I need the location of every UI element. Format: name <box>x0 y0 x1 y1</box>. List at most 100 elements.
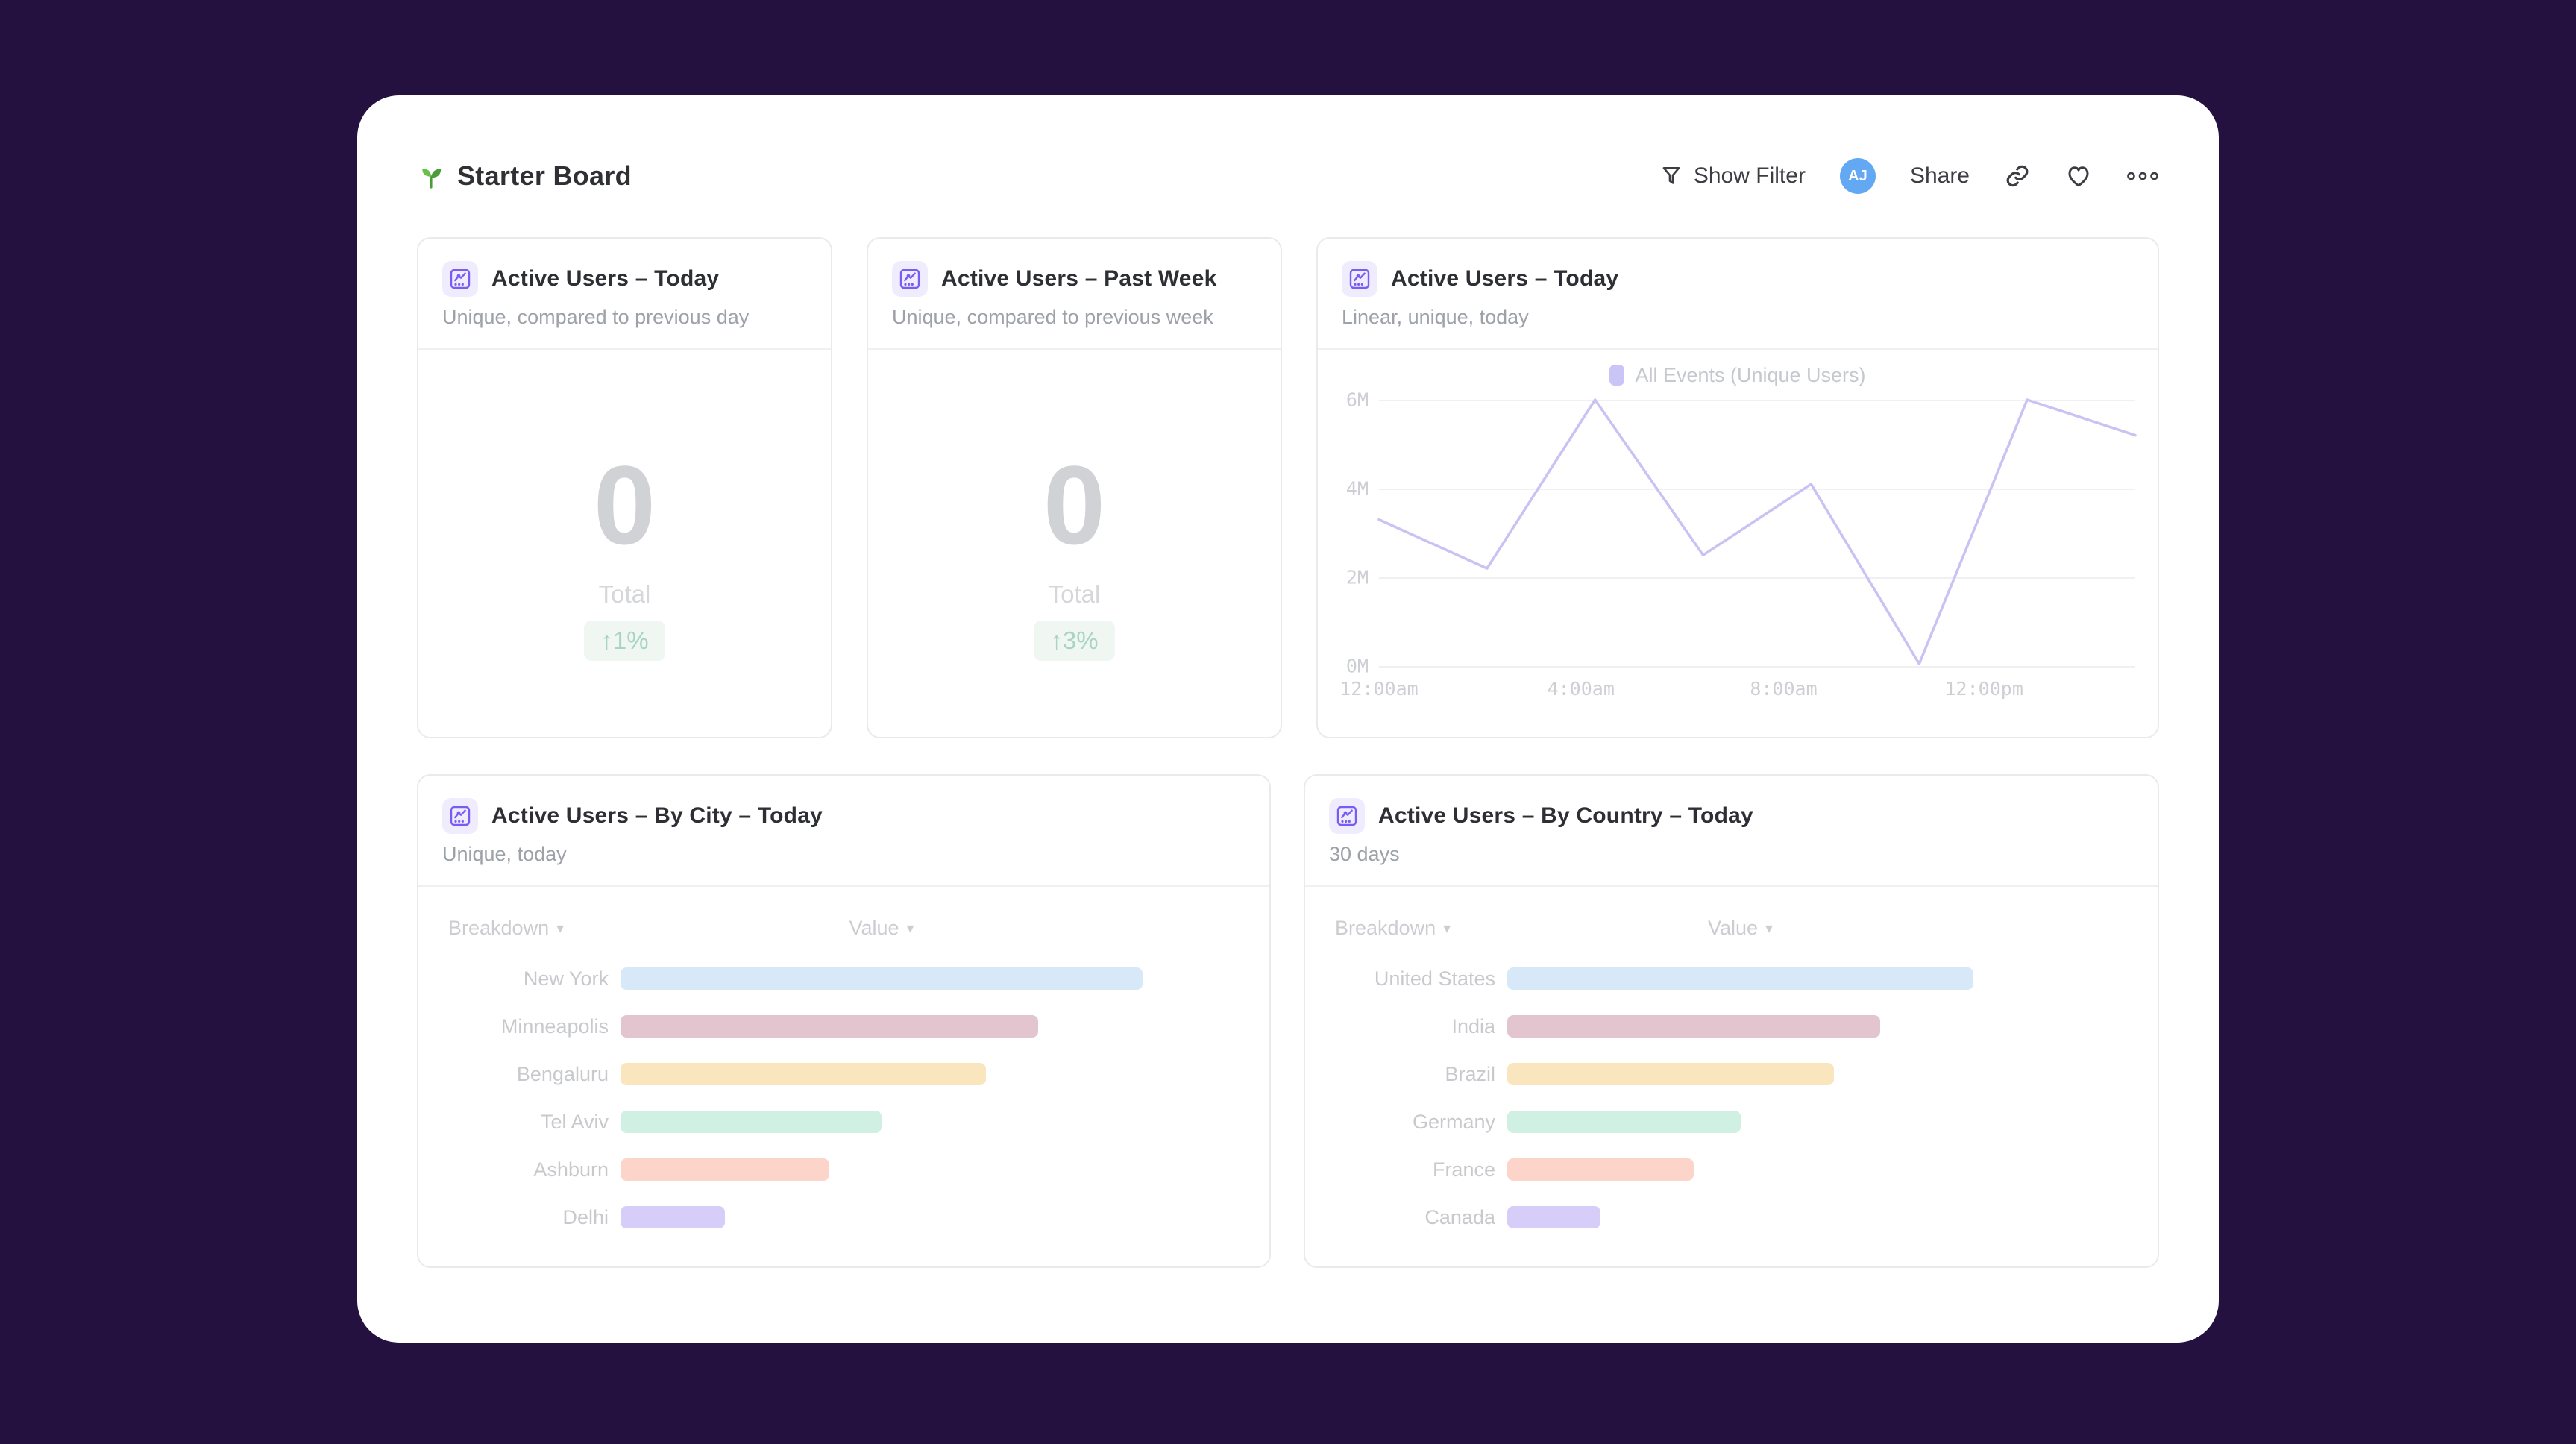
card-subtitle: Unique, compared to previous week <box>892 306 1213 328</box>
gridline <box>1379 400 2135 401</box>
favorite-button[interactable] <box>2065 163 2092 189</box>
x-axis: 12:00am 4:00am 8:00am 12:00pm <box>1339 678 2135 700</box>
stat-body: 0 Total ↑3% <box>868 350 1281 737</box>
table-row[interactable]: France <box>1335 1146 2128 1193</box>
card-title: Active Users – Past Week <box>941 266 1217 291</box>
row-label: Minneapolis <box>500 1014 609 1038</box>
row-label: Brazil <box>1445 1062 1495 1085</box>
x-axis-tick: 8:00am <box>1750 678 1818 700</box>
bar-track <box>621 1111 1143 1133</box>
caret-down-icon: ▾ <box>1765 920 1774 937</box>
card-title: Active Users – By Country – Today <box>1378 803 1753 828</box>
card-active-users-by-country[interactable]: Active Users – By Country – Today 30 day… <box>1304 774 2159 1268</box>
table-row[interactable]: India <box>1335 1002 2128 1050</box>
filter-icon <box>1662 167 1680 184</box>
cards-row-1: Active Users – Today Unique, compared to… <box>417 237 2159 738</box>
board-header: Starter Board Show Filter AJ Share <box>417 152 2159 200</box>
bar <box>1507 1111 1741 1133</box>
delta-badge: ↑3% <box>1034 620 1115 661</box>
seedling-icon <box>422 169 442 189</box>
bar-track <box>621 1063 1143 1085</box>
bar-track <box>1507 1206 1973 1228</box>
plot-area: 6M 4M 2M 0M 12:00am 4:00am 8:00am 12:00p… <box>1339 389 2135 700</box>
bar-track <box>1507 1063 1973 1085</box>
bar <box>621 1015 1038 1038</box>
bar <box>621 1111 882 1133</box>
row-label: New York <box>523 967 609 990</box>
breakdown-table: Breakdown ▾ Value ▾ New York Minneapolis <box>418 887 1269 1266</box>
breakdown-table: Breakdown ▾ Value ▾ United States India <box>1305 887 2158 1266</box>
bar <box>1507 1063 1834 1085</box>
chart-icon <box>892 261 928 297</box>
share-label: Share <box>1909 163 1970 188</box>
table-row[interactable]: Ashburn <box>448 1146 1240 1193</box>
table-row[interactable]: Brazil <box>1335 1050 2128 1098</box>
chart-icon <box>442 261 478 297</box>
chart-legend: All Events (Unique Users) <box>1340 363 2135 387</box>
show-filter-button[interactable]: Show Filter <box>1659 163 1806 189</box>
page-title-text: Starter Board <box>457 160 632 191</box>
legend-label: All Events (Unique Users) <box>1635 363 1866 386</box>
table-row[interactable]: United States <box>1335 955 2128 1002</box>
avatar-initials: AJ <box>1848 167 1867 184</box>
heart-icon <box>2068 166 2089 187</box>
gridline <box>1379 488 2135 490</box>
caret-down-icon: ▾ <box>906 920 914 937</box>
card-header: Active Users – Past Week Unique, compare… <box>868 239 1281 350</box>
table-rows: United States India Brazil Germany <box>1335 955 2128 1241</box>
bar-track <box>1507 1015 1973 1038</box>
table-row[interactable]: Tel Aviv <box>448 1098 1240 1146</box>
card-title: Active Users – Today <box>491 266 720 291</box>
caret-down-icon: ▾ <box>1443 920 1451 937</box>
x-axis-tick: 4:00am <box>1547 678 1615 700</box>
line-series-all-events <box>1379 400 2135 664</box>
row-label: Canada <box>1424 1205 1495 1228</box>
value-column-label: Value <box>849 917 899 939</box>
card-title: Active Users – Today <box>1391 266 1619 291</box>
stat-value: 0 <box>1043 442 1106 568</box>
table-row[interactable]: New York <box>448 955 1240 1002</box>
breakdown-column-dropdown[interactable]: Breakdown ▾ <box>448 917 609 940</box>
more-menu-button[interactable] <box>2126 169 2159 183</box>
table-row[interactable]: Germany <box>1335 1098 2128 1146</box>
table-row[interactable]: Delhi <box>448 1193 1240 1241</box>
line-chart-svg <box>1379 400 2135 666</box>
bar-track <box>1507 1158 1973 1181</box>
card-active-users-today-chart[interactable]: Active Users – Today Linear, unique, tod… <box>1316 237 2159 738</box>
chart-icon <box>1342 261 1377 297</box>
y-axis-tick: 4M <box>1345 477 1369 500</box>
copy-link-button[interactable] <box>2004 163 2031 189</box>
card-subtitle: Unique, today <box>442 843 567 865</box>
card-subtitle: Linear, unique, today <box>1342 306 1529 328</box>
board-actions: Show Filter AJ Share <box>1659 158 2159 194</box>
breakdown-column-dropdown[interactable]: Breakdown ▾ <box>1335 917 1495 940</box>
stat-body: 0 Total ↑1% <box>418 350 831 737</box>
table-row[interactable]: Bengaluru <box>448 1050 1240 1098</box>
table-row[interactable]: Minneapolis <box>448 1002 1240 1050</box>
card-title: Active Users – By City – Today <box>491 803 823 828</box>
card-header: Active Users – Today Unique, compared to… <box>418 239 831 350</box>
chart-icon <box>442 798 478 834</box>
gridline <box>1379 666 2135 668</box>
row-label: Delhi <box>562 1205 609 1228</box>
table-row[interactable]: Canada <box>1335 1193 2128 1241</box>
y-axis-tick: 6M <box>1345 389 1369 411</box>
table-header: Breakdown ▾ Value ▾ <box>1335 917 2128 940</box>
card-active-users-by-city[interactable]: Active Users – By City – Today Unique, t… <box>417 774 1271 1268</box>
row-label: Ashburn <box>533 1158 609 1181</box>
cards-row-2: Active Users – By City – Today Unique, t… <box>417 774 2159 1268</box>
stat-value: 0 <box>593 442 656 568</box>
bar-track <box>621 1015 1143 1038</box>
card-active-users-today[interactable]: Active Users – Today Unique, compared to… <box>417 237 832 738</box>
avatar[interactable]: AJ <box>1839 158 1876 194</box>
delta-badge: ↑1% <box>584 620 665 661</box>
share-button[interactable]: Share <box>1910 163 1970 189</box>
breakdown-column-label: Breakdown <box>1335 917 1436 939</box>
value-column-dropdown[interactable]: Value ▾ <box>1507 917 1973 940</box>
card-header: Active Users – Today Linear, unique, tod… <box>1318 239 2158 350</box>
card-header: Active Users – By City – Today Unique, t… <box>418 776 1269 887</box>
bar <box>621 1063 986 1085</box>
breakdown-column-label: Breakdown <box>448 917 550 939</box>
card-active-users-past-week[interactable]: Active Users – Past Week Unique, compare… <box>867 237 1282 738</box>
value-column-dropdown[interactable]: Value ▾ <box>621 917 1143 940</box>
